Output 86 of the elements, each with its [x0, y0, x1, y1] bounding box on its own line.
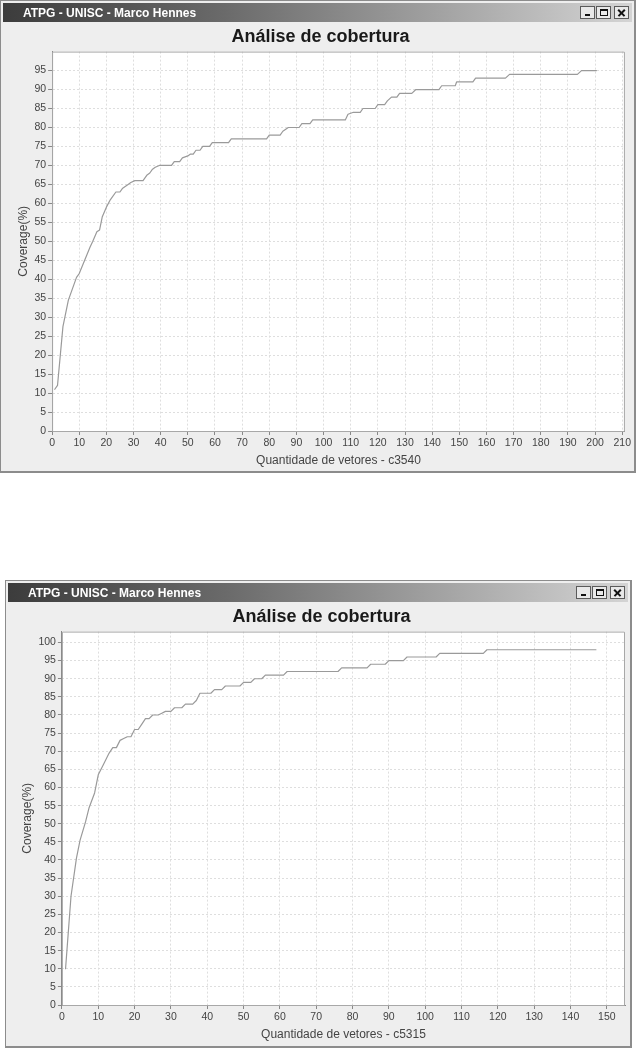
- chart-title: Análise de cobertura: [232, 605, 412, 626]
- x-tick-label: 90: [383, 1010, 395, 1023]
- y-tick-label: 95: [44, 653, 57, 666]
- y-tick-label: 25: [34, 329, 47, 342]
- text: ATPG - UNISC - Marco Hennes: [28, 585, 203, 600]
- y-tick-label: 25: [44, 907, 57, 920]
- x-tick-label: 80: [263, 436, 276, 449]
- x-tick-label: 110: [453, 1010, 471, 1023]
- y-tick-label: 45: [34, 253, 47, 266]
- x-tick-label: 200: [586, 436, 604, 449]
- y-tick-label: 15: [44, 943, 57, 956]
- y-tick-label: 70: [44, 744, 57, 757]
- x-tick-label: 210: [613, 436, 632, 449]
- y-tick-label: 50: [34, 234, 47, 247]
- y-tick-label: 85: [34, 101, 47, 114]
- x-tick-label: 40: [201, 1010, 214, 1023]
- x-tick-label: 20: [128, 1010, 141, 1023]
- y-tick-label: 30: [44, 889, 57, 902]
- y-tick-label: 35: [34, 291, 47, 304]
- x-tick-label: 140: [561, 1010, 580, 1023]
- x-tick-label: 90: [290, 436, 303, 449]
- y-tick-label: 65: [44, 762, 57, 775]
- x-tick-label: 100: [416, 1010, 435, 1023]
- x-tick-label: 40: [154, 436, 167, 449]
- y-tick-label: 0: [50, 997, 57, 1010]
- x-tick-label: 30: [127, 436, 140, 449]
- x-tick-label: 30: [165, 1010, 177, 1023]
- x-tick-label: 160: [477, 436, 496, 449]
- y-tick-label: 45: [44, 834, 57, 847]
- y-tick-label: 75: [44, 726, 57, 738]
- x-tick-label: 60: [274, 1010, 286, 1023]
- y-tick-label: 95: [34, 63, 47, 76]
- x-tick-label: 70: [310, 1010, 323, 1023]
- x-tick-label: 60: [209, 436, 221, 449]
- x-tick-label: 180: [532, 436, 550, 449]
- y-tick-label: 5: [40, 404, 47, 417]
- y-tick-label: 85: [44, 689, 57, 702]
- x-tick-label: 10: [73, 436, 86, 449]
- x-tick-label: 50: [237, 1010, 250, 1023]
- y-tick-label: 40: [44, 852, 57, 865]
- x-tick-label: 140: [423, 436, 442, 449]
- y-tick-label: 30: [34, 310, 47, 323]
- x-tick-label: 150: [450, 436, 469, 449]
- x-axis-title: Quantidade de vetores - c5315: [261, 1027, 427, 1042]
- x-tick-label: 80: [346, 1010, 359, 1023]
- y-tick-label: 15: [34, 366, 47, 379]
- x-tick-label: 20: [100, 436, 113, 449]
- y-tick-label: 65: [34, 177, 47, 190]
- x-tick-label: 190: [559, 436, 577, 449]
- y-tick-label: 80: [34, 120, 47, 133]
- y-tick-label: 75: [34, 139, 47, 152]
- x-tick-label: 170: [504, 436, 523, 449]
- x-tick-label: 120: [369, 436, 387, 449]
- y-tick-label: 55: [44, 798, 57, 811]
- x-tick-label: 150: [598, 1010, 616, 1023]
- y-tick-label: 60: [34, 196, 47, 209]
- y-tick-label: 20: [44, 925, 57, 938]
- x-tick-label: 70: [236, 436, 249, 449]
- y-tick-label: 20: [34, 348, 47, 361]
- x-tick-label: 10: [92, 1010, 105, 1023]
- y-tick-label: 40: [34, 272, 47, 285]
- y-tick-label: 90: [44, 671, 57, 684]
- x-axis-title: Quantidade de vetores - c3540: [256, 453, 422, 468]
- y-tick-label: 5: [50, 979, 57, 992]
- y-tick-label: 35: [44, 871, 57, 884]
- y-tick-label: 10: [44, 961, 57, 974]
- y-tick-label: 80: [44, 707, 57, 720]
- chart-title: Análise de cobertura: [231, 25, 411, 46]
- y-tick-label: 10: [34, 385, 47, 398]
- y-tick-label: 100: [38, 635, 57, 648]
- y-tick-label: 60: [44, 780, 57, 793]
- y-tick-label: 70: [34, 158, 47, 171]
- y-tick-label: 55: [34, 215, 47, 228]
- y-tick-label: 90: [34, 82, 47, 95]
- x-tick-label: 0: [59, 1010, 65, 1023]
- x-tick-label: 130: [396, 436, 414, 449]
- text: ATPG - UNISC - Marco Hennes: [23, 5, 198, 20]
- y-axis-title: Coverage(%): [19, 782, 34, 854]
- x-tick-label: 110: [342, 436, 360, 449]
- x-tick-label: 130: [525, 1010, 544, 1023]
- x-tick-label: 120: [489, 1010, 507, 1023]
- x-tick-label: 100: [314, 436, 333, 449]
- y-tick-label: 0: [40, 423, 47, 436]
- x-tick-label: 50: [181, 436, 194, 449]
- y-tick-label: 50: [44, 816, 57, 829]
- y-axis-title: Coverage(%): [15, 205, 30, 277]
